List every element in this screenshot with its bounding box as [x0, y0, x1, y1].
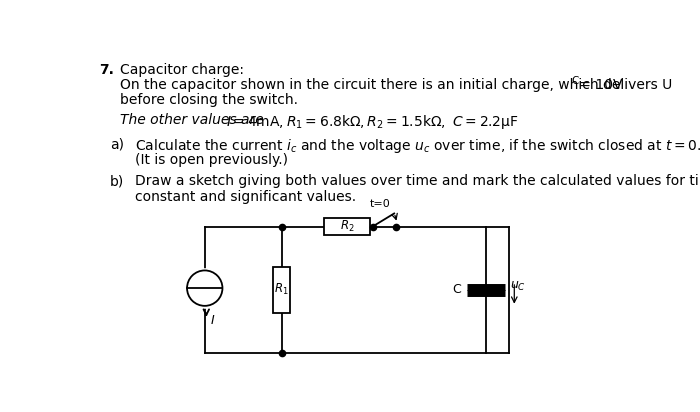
Text: $R_1$: $R_1$ — [274, 282, 289, 297]
Text: t=0: t=0 — [370, 199, 391, 209]
Circle shape — [187, 270, 223, 306]
Text: $R_2$: $R_2$ — [340, 219, 354, 234]
Text: = 10V: = 10V — [575, 78, 622, 92]
Text: 7.: 7. — [99, 63, 114, 77]
Text: $I = 4\mathrm{mA}, R_1 = 6.8\mathrm{k}\Omega, R_2 = 1.5\mathrm{k}\Omega,\  C = 2: $I = 4\mathrm{mA}, R_1 = 6.8\mathrm{k}\O… — [226, 112, 519, 131]
Text: (It is open previously.): (It is open previously.) — [136, 152, 288, 166]
Bar — [273, 267, 290, 313]
Text: Draw a sketch giving both values over time and mark the calculated values for ti: Draw a sketch giving both values over ti… — [136, 174, 700, 188]
Text: constant and significant values.: constant and significant values. — [136, 190, 356, 204]
Text: I: I — [211, 314, 215, 327]
Text: The other values are: The other values are — [120, 112, 268, 126]
Text: C: C — [572, 76, 579, 86]
Text: C: C — [452, 283, 461, 296]
Text: b): b) — [110, 174, 125, 188]
Text: Capacitor charge:: Capacitor charge: — [120, 63, 244, 77]
Bar — [324, 218, 370, 235]
Text: Calculate the current $i_c$ and the voltage $u_c$ over time, if the switch close: Calculate the current $i_c$ and the volt… — [136, 137, 700, 155]
Text: a): a) — [110, 137, 124, 151]
Text: On the capacitor shown in the circuit there is an initial charge, which delivers: On the capacitor shown in the circuit th… — [120, 78, 672, 92]
Text: before closing the switch.: before closing the switch. — [120, 93, 298, 107]
Text: $u_C$: $u_C$ — [510, 280, 526, 293]
